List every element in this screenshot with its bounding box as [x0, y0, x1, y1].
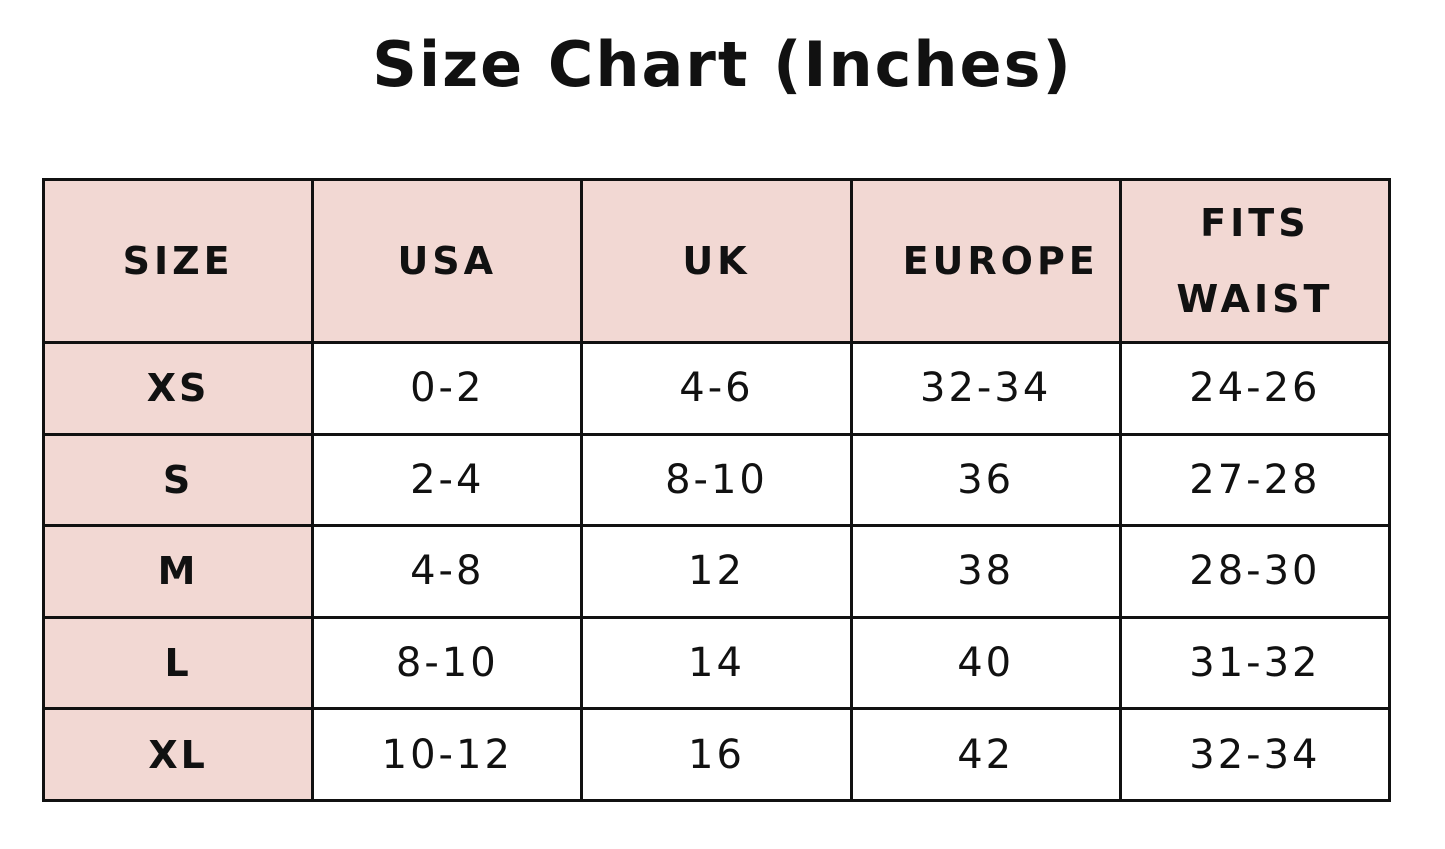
value-cell: 8-10	[580, 432, 853, 528]
value-cell: 32-34	[1118, 707, 1392, 802]
value-cell: 4-6	[580, 341, 853, 436]
title: Size Chart (Inches)	[372, 28, 1073, 101]
value-cell: 2-4	[311, 432, 584, 528]
header-row: SIZE USA UK EUROPE FITS WAIST	[41, 178, 1392, 344]
size-cell: XL	[41, 707, 315, 802]
header-cell: FITS WAIST	[1118, 178, 1392, 344]
value-cell: 0-2	[311, 341, 584, 436]
table-row: L 8-10 14 40 31-32	[41, 615, 1392, 711]
size-cell: XS	[41, 341, 315, 436]
table-row: M 4-8 12 38 28-30	[41, 524, 1392, 619]
value-cell: 14	[580, 615, 853, 711]
value-cell: 27-28	[1118, 432, 1392, 528]
header-cell: EUROPE	[849, 178, 1122, 344]
value-cell: 40	[849, 615, 1122, 711]
table-row: XS 0-2 4-6 32-34 24-26	[41, 341, 1392, 436]
value-cell: 12	[580, 524, 853, 619]
value-cell: 10-12	[311, 707, 584, 802]
size-cell: L	[41, 615, 315, 711]
value-cell: 36	[849, 432, 1122, 528]
table-body: XS 0-2 4-6 32-34 24-26 S 2-4 8-10 36 27-28 M 4-8 12 3…	[41, 341, 1392, 802]
header-cell: UK	[580, 178, 853, 344]
value-cell: 8-10	[311, 615, 584, 711]
value-cell: 28-30	[1118, 524, 1392, 619]
value-cell: 32-34	[849, 341, 1122, 436]
size-cell: M	[41, 524, 315, 619]
value-cell: 38	[849, 524, 1122, 619]
header-cell: USA	[311, 178, 584, 344]
size-table: SIZE USA UK EUROPE FITS WAIST XS 0-2 4-6 32-34 2…	[41, 178, 1392, 802]
value-cell: 16	[580, 707, 853, 802]
table-row: XL 10-12 16 42 32-34	[41, 707, 1392, 802]
value-cell: 4-8	[311, 524, 584, 619]
size-cell: S	[41, 432, 315, 528]
value-cell: 24-26	[1118, 341, 1392, 436]
value-cell: 42	[849, 707, 1122, 802]
value-cell: 31-32	[1118, 615, 1392, 711]
table-head: SIZE USA UK EUROPE FITS WAIST	[41, 178, 1392, 344]
header-cell: SIZE	[41, 178, 315, 344]
table-row: S 2-4 8-10 36 27-28	[41, 432, 1392, 528]
